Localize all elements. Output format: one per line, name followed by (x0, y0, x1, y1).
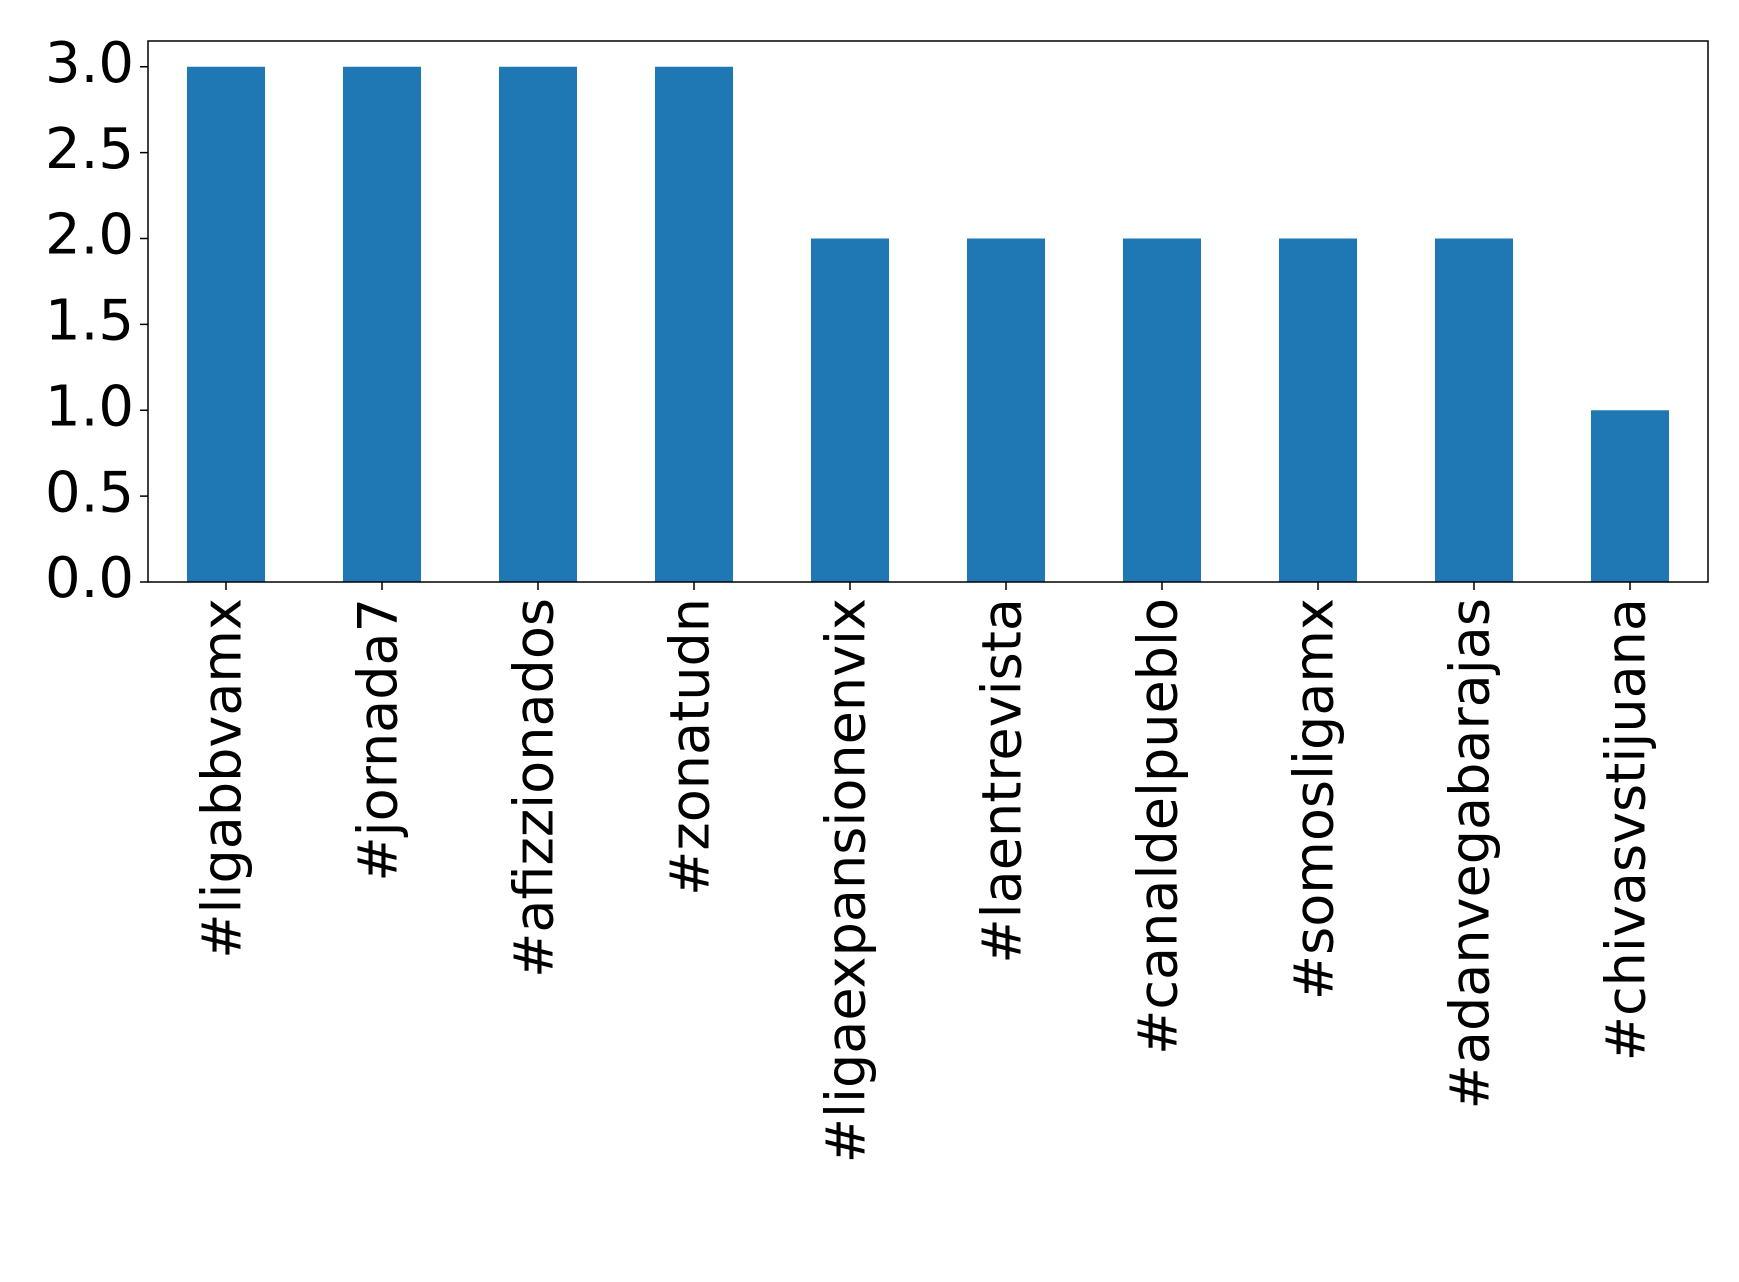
plot-frame (147, 40, 1709, 583)
bar (1123, 238, 1201, 582)
bar (499, 66, 577, 582)
y-tick-label: 1.0 (45, 374, 134, 439)
bar (967, 238, 1045, 582)
bar (1591, 410, 1669, 582)
x-tick-label: #laentrevista (971, 598, 1034, 964)
x-tick-label: #ligaexpansionenvix (815, 598, 878, 1163)
x-tick-label: #canaldelpueblo (1127, 598, 1190, 1055)
x-tick-label: #somosligamx (1283, 598, 1346, 1000)
y-tick-label: 3.0 (45, 31, 134, 96)
bar (1279, 238, 1357, 582)
y-tick-label: 2.0 (45, 203, 134, 268)
x-tick-label: #jornada7 (347, 598, 410, 882)
y-tick-label: 0.0 (45, 546, 134, 611)
bar (811, 238, 889, 582)
x-tick-label: #chivasvstijuana (1595, 598, 1658, 1061)
bar (1435, 238, 1513, 582)
x-tick-label: #afizzionados (503, 598, 566, 978)
bar (655, 66, 733, 582)
bar (187, 66, 265, 582)
x-tick-label: #ligabbvamx (191, 598, 254, 959)
x-tick-label: #zonatudn (659, 598, 722, 896)
y-tick-label: 0.5 (45, 460, 134, 525)
y-tick-label: 1.5 (45, 289, 134, 354)
x-tick-label: #adanvegabarajas (1439, 598, 1502, 1109)
y-tick-label: 2.5 (45, 117, 134, 182)
bar (343, 66, 421, 582)
